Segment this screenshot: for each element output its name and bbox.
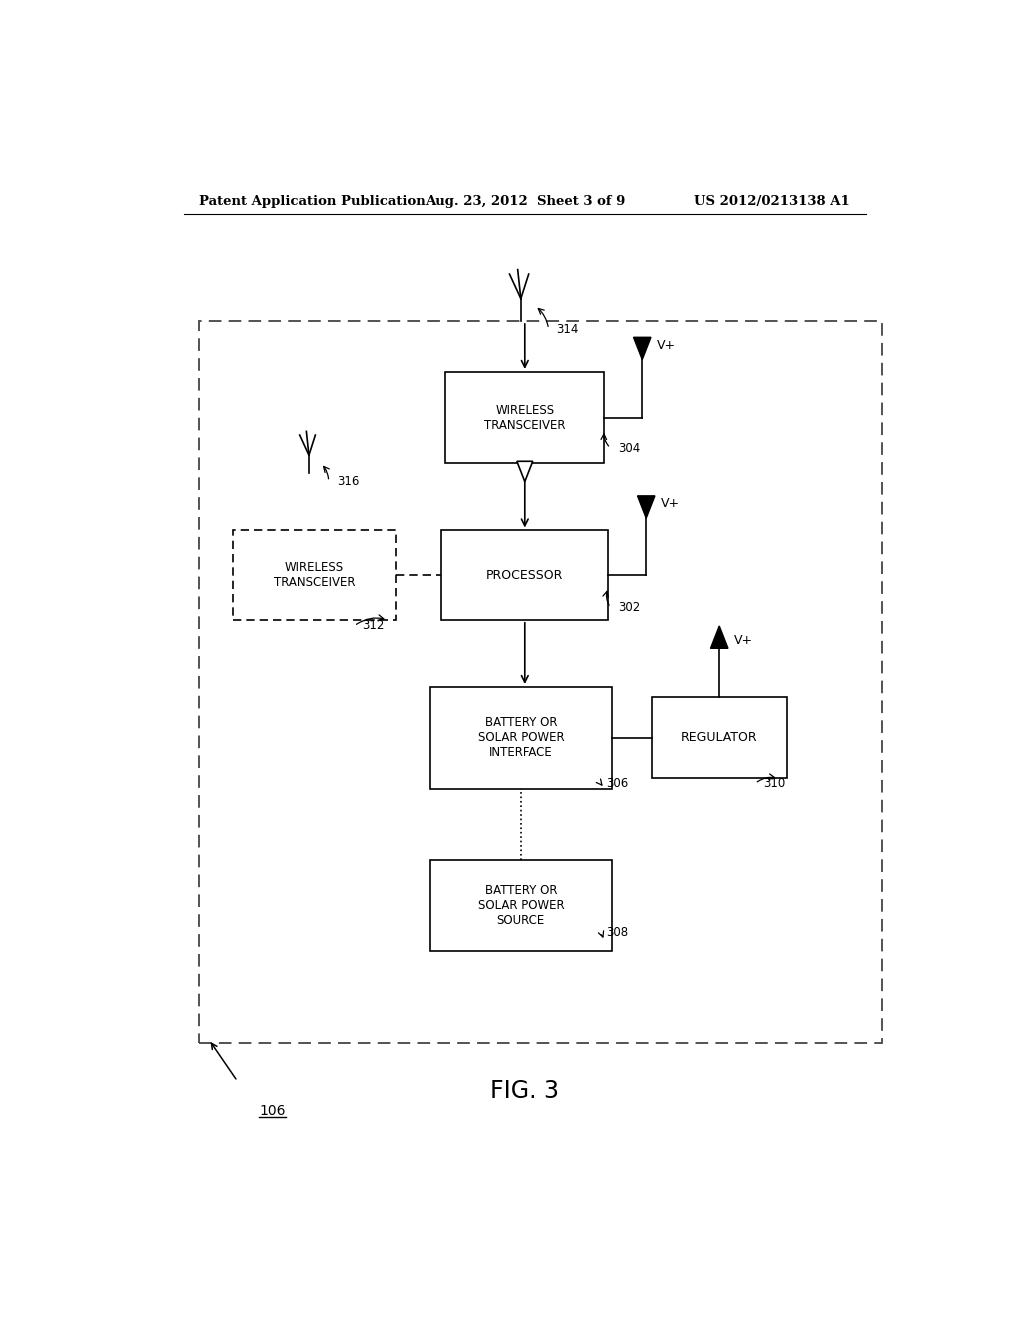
Text: US 2012/0213138 A1: US 2012/0213138 A1 <box>694 194 850 207</box>
Text: REGULATOR: REGULATOR <box>681 731 758 744</box>
Bar <box>445 372 604 463</box>
Bar <box>652 697 786 779</box>
Text: V+: V+ <box>733 634 753 647</box>
Bar <box>441 531 608 620</box>
Text: 302: 302 <box>618 601 641 614</box>
Text: PROCESSOR: PROCESSOR <box>486 569 563 582</box>
Text: Aug. 23, 2012  Sheet 3 of 9: Aug. 23, 2012 Sheet 3 of 9 <box>425 194 625 207</box>
Polygon shape <box>517 461 532 482</box>
Text: WIRELESS
TRANSCEIVER: WIRELESS TRANSCEIVER <box>273 561 355 589</box>
Text: 312: 312 <box>362 619 384 632</box>
Text: V+: V+ <box>656 339 676 352</box>
Text: WIRELESS
TRANSCEIVER: WIRELESS TRANSCEIVER <box>484 404 565 432</box>
Text: BATTERY OR
SOLAR POWER
INTERFACE: BATTERY OR SOLAR POWER INTERFACE <box>477 717 564 759</box>
Bar <box>200 321 882 1043</box>
Text: 316: 316 <box>337 475 359 488</box>
Polygon shape <box>711 626 728 648</box>
Polygon shape <box>638 496 655 519</box>
Bar <box>233 531 396 620</box>
Text: BATTERY OR
SOLAR POWER
SOURCE: BATTERY OR SOLAR POWER SOURCE <box>477 884 564 927</box>
Bar <box>430 686 612 788</box>
Text: 106: 106 <box>259 1104 286 1118</box>
Text: FIG. 3: FIG. 3 <box>490 1080 559 1104</box>
Text: 308: 308 <box>606 927 629 940</box>
Text: V+: V+ <box>660 498 680 511</box>
Text: 306: 306 <box>606 777 629 789</box>
Bar <box>430 859 612 952</box>
Text: 314: 314 <box>557 322 579 335</box>
Text: 304: 304 <box>618 442 641 454</box>
Text: 310: 310 <box>763 777 785 789</box>
Text: Patent Application Publication: Patent Application Publication <box>200 194 426 207</box>
Polygon shape <box>634 338 651 359</box>
